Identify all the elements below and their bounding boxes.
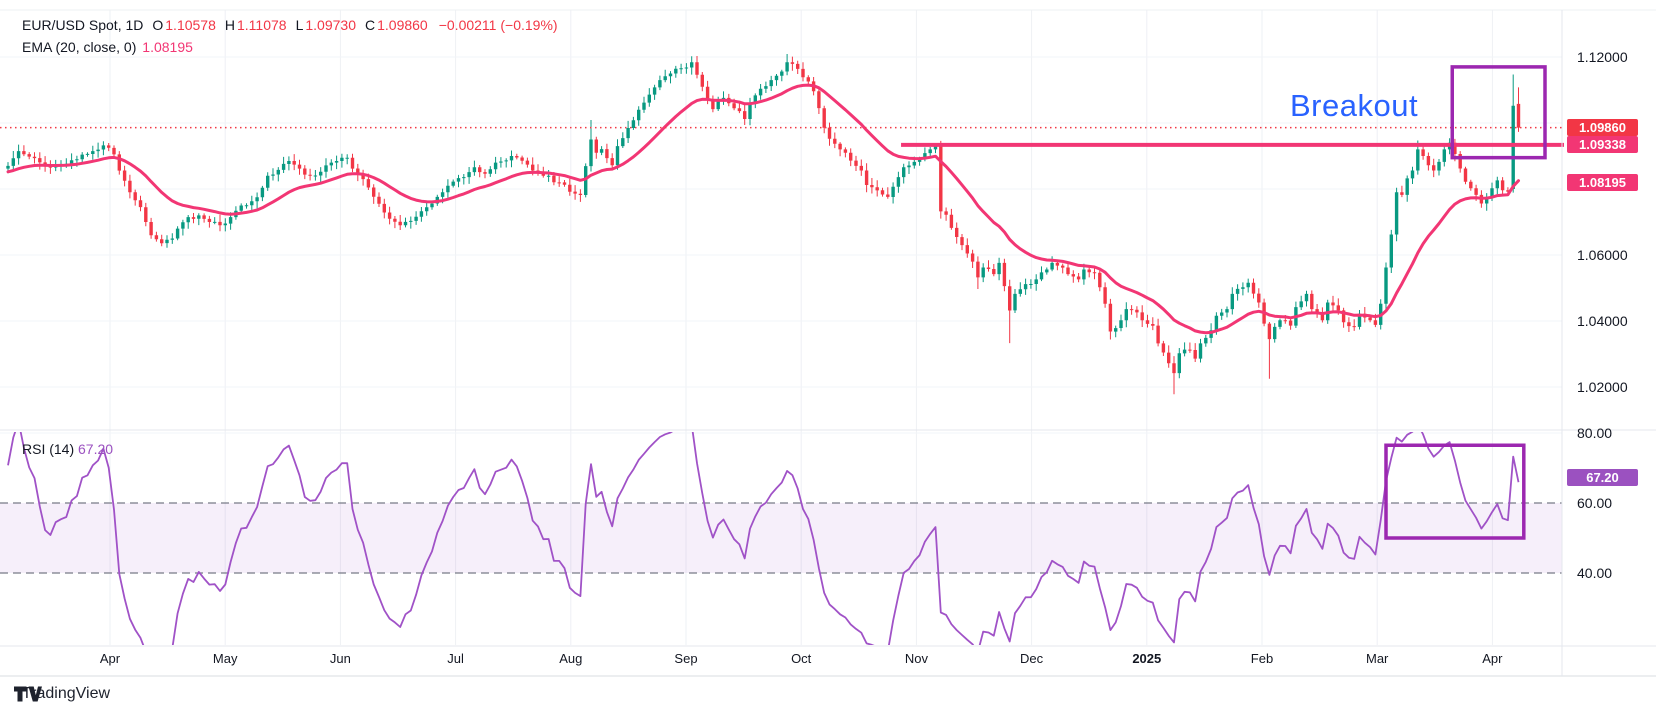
symbol-title[interactable]: EUR/USD Spot, 1D — [22, 17, 144, 33]
rsi-axis-label: 40.00 — [1577, 565, 1613, 581]
up-candle-bodies — [6, 62, 1515, 374]
time-axis-label: Oct — [791, 651, 812, 666]
rsi-line — [7, 432, 1520, 645]
price-axis-label: 1.06000 — [1577, 247, 1628, 263]
ema-legend-value: 1.08195 — [142, 39, 193, 55]
breakout-annotation[interactable]: Breakout — [1290, 88, 1419, 123]
change-value: −0.00211 (−0.19%) — [438, 17, 558, 33]
rsi-legend-value: 67.20 — [78, 441, 114, 457]
footer: TradingView — [14, 685, 110, 703]
ema-badge: 1.08195 — [1567, 174, 1638, 192]
time-axis-label: May — [212, 651, 238, 666]
time-axis-label: Sep — [674, 651, 698, 666]
ohlc-value: 1.11078 — [237, 17, 287, 33]
legend-rsi-row[interactable]: RSI (14) 67.20 — [22, 441, 113, 457]
ema-line[interactable] — [6, 83, 1520, 335]
ohlc-value: 1.09730 — [305, 17, 356, 33]
price-breakout-box[interactable] — [1450, 65, 1547, 160]
legend-main-row: EUR/USD Spot, 1D O 1.10578 H 1.11078 L 1.09730… — [22, 14, 558, 36]
price-axis-label: 1.02000 — [1577, 379, 1628, 395]
legend-ema-row[interactable]: EMA (20, close, 0) 1.08195 — [22, 36, 558, 58]
last-price-badge: 1.09860 — [1567, 119, 1638, 137]
time-axis-label: Jul — [447, 651, 464, 666]
ohlc-key: O — [152, 17, 164, 33]
legend: EUR/USD Spot, 1D O 1.10578 H 1.11078 L 1.09730… — [22, 14, 558, 58]
time-axis-label: Nov — [904, 651, 928, 666]
rsi-legend-label: RSI (14) — [22, 441, 75, 457]
ohlc-key: H — [224, 17, 235, 33]
rsi-band — [0, 502, 1562, 574]
ohlc-key: C — [364, 17, 376, 33]
price-axis-label: 1.04000 — [1577, 313, 1628, 329]
ohlc-key: L — [295, 17, 304, 33]
ohlc-value: 1.09860 — [377, 17, 428, 33]
time-axis-label: Feb — [1250, 651, 1274, 666]
price-axis-label: 1.12000 — [1577, 49, 1628, 65]
tradingview-logo-icon[interactable] — [14, 685, 42, 703]
resistance-badge: 1.09338 — [1567, 136, 1638, 154]
time-axis-label: Apr — [99, 651, 121, 666]
time-axis-label: Jun — [329, 651, 351, 666]
time-axis-label: Dec — [1020, 651, 1044, 666]
brand-name[interactable]: TradingView — [22, 685, 111, 702]
ohlc-values: O 1.10578 H 1.11078 L 1.09730 C 1.09860 — [143, 17, 427, 33]
time-axis-label: Mar — [1365, 651, 1389, 666]
rsi-axis-label: 80.00 — [1577, 425, 1613, 441]
rsi-pane[interactable] — [7, 422, 1520, 666]
ema-legend-label: EMA (20, close, 0) — [22, 39, 137, 55]
price-pane[interactable] — [6, 54, 1521, 395]
time-axis-label: Apr — [1482, 651, 1503, 666]
chart-canvas[interactable] — [0, 0, 1656, 680]
time-axis-label: 2025 — [1132, 651, 1162, 666]
time-axis-label: Aug — [559, 651, 583, 666]
ohlc-value: 1.10578 — [165, 17, 216, 33]
rsi-value-badge: 67.20 — [1567, 469, 1638, 487]
rsi-strength-box[interactable] — [1384, 443, 1526, 540]
grid — [0, 10, 1562, 645]
rsi-axis-label: 60.00 — [1577, 495, 1613, 511]
